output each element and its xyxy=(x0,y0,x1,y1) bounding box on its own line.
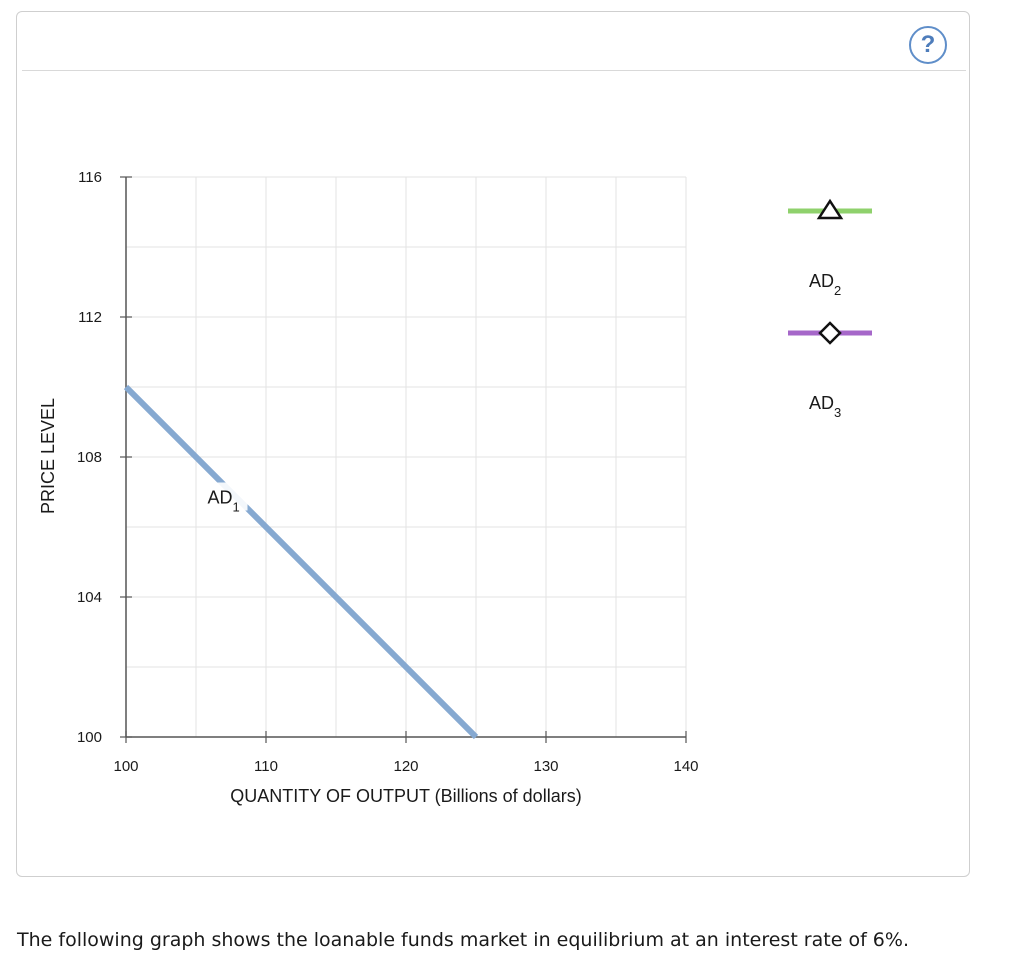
x-tick-label: 130 xyxy=(533,758,558,775)
x-axis-label: QUANTITY OF OUTPUT (Billions of dollars) xyxy=(230,786,581,806)
x-tick-label: 110 xyxy=(254,758,278,775)
x-tick-label: 140 xyxy=(673,758,698,775)
chart-series-labels: AD1 xyxy=(205,482,248,515)
caption-text: The following graph shows the loanable f… xyxy=(17,929,909,951)
triangle-marker-icon xyxy=(816,198,844,220)
legend-label-ad3: AD3 xyxy=(809,393,841,420)
y-tick-label: 116 xyxy=(78,169,102,186)
legend-label-ad2: AD2 xyxy=(809,271,841,298)
y-axis-label: PRICE LEVEL xyxy=(38,398,58,514)
help-button[interactable]: ? xyxy=(909,26,947,64)
x-tick-label: 100 xyxy=(113,758,138,775)
legend-label-subscript: 2 xyxy=(834,283,841,298)
chart-legend: AD2 AD3 xyxy=(788,198,872,420)
chart-series xyxy=(123,384,479,740)
y-tick-label: 112 xyxy=(78,309,102,326)
graph-panel: ? xyxy=(16,11,970,877)
series-line-ad1 xyxy=(123,384,479,740)
legend-label-subscript: 3 xyxy=(834,405,841,420)
x-tick-label: 120 xyxy=(393,758,418,775)
chart-grid xyxy=(126,176,687,737)
y-tick-label: 104 xyxy=(77,589,102,606)
chart-ticks: 100 110 120 130 140 100 104 108 112 116 xyxy=(77,169,699,775)
panel-divider xyxy=(22,70,966,71)
help-icon: ? xyxy=(920,31,936,58)
diamond-marker-icon xyxy=(818,321,842,345)
y-tick-label: 100 xyxy=(77,729,102,746)
y-tick-label: 108 xyxy=(77,449,102,466)
series-label-background xyxy=(205,482,248,511)
series-label-subscript: 1 xyxy=(233,500,240,515)
